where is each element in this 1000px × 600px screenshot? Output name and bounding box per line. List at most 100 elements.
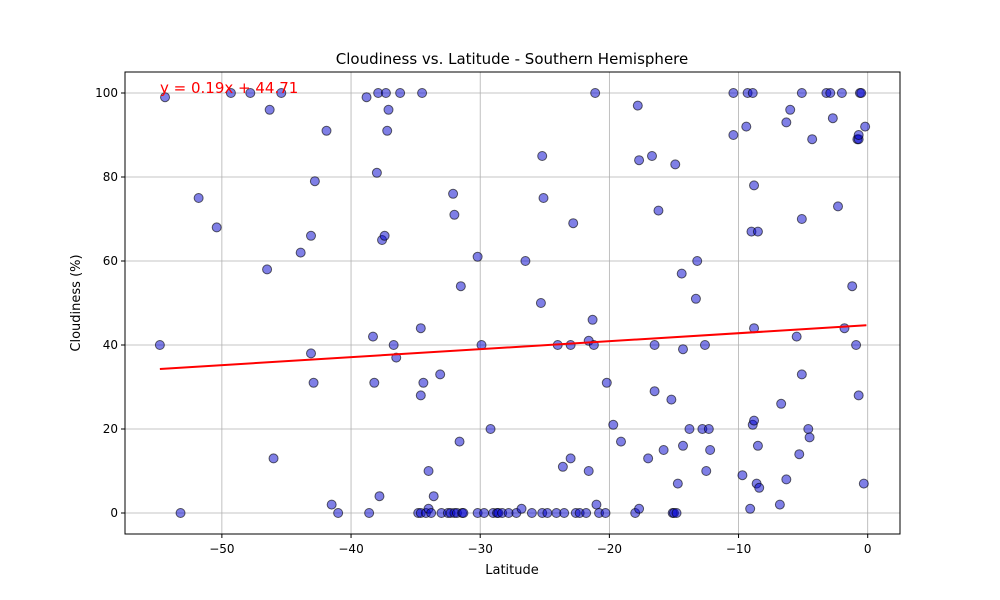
data-point bbox=[747, 88, 758, 98]
data-point bbox=[701, 466, 712, 476]
data-point bbox=[754, 482, 765, 493]
x-axis-ticks: −50 −40 −30 −20 −10 0 bbox=[209, 534, 872, 556]
data-point bbox=[193, 193, 204, 203]
grid-lines bbox=[125, 72, 900, 534]
data-point bbox=[565, 340, 576, 350]
data-point bbox=[435, 369, 446, 380]
data-point bbox=[699, 340, 710, 350]
y-tick-label: 80 bbox=[103, 170, 118, 184]
data-point bbox=[749, 415, 760, 426]
data-point bbox=[728, 130, 739, 140]
data-point bbox=[557, 461, 568, 472]
data-point bbox=[516, 503, 527, 514]
data-point bbox=[590, 88, 601, 98]
data-point bbox=[448, 188, 459, 199]
data-point bbox=[776, 398, 787, 409]
data-point bbox=[649, 340, 660, 350]
data-point bbox=[600, 508, 611, 518]
data-point bbox=[538, 193, 549, 203]
chart-title: Cloudiness vs. Latitude - Southern Hemis… bbox=[336, 50, 689, 68]
y-tick-label: 0 bbox=[110, 506, 118, 520]
data-point bbox=[383, 104, 394, 115]
data-point bbox=[807, 134, 818, 145]
data-point bbox=[591, 499, 602, 510]
data-point bbox=[737, 470, 748, 481]
data-point bbox=[616, 436, 626, 447]
data-point bbox=[703, 424, 714, 434]
data-point bbox=[643, 453, 654, 464]
data-point bbox=[175, 508, 186, 518]
data-point bbox=[745, 503, 756, 514]
data-point bbox=[371, 167, 382, 178]
data-point bbox=[649, 386, 660, 397]
data-point bbox=[796, 214, 807, 224]
x-axis-label: Latitude bbox=[485, 563, 539, 578]
data-point bbox=[380, 88, 391, 98]
data-point bbox=[608, 419, 619, 430]
y-axis-ticks: 0 20 40 60 80 100 bbox=[95, 86, 125, 520]
data-point bbox=[705, 445, 716, 455]
x-tick-label: −40 bbox=[338, 542, 363, 556]
y-tick-label: 20 bbox=[103, 422, 118, 436]
data-point bbox=[647, 151, 657, 161]
data-point bbox=[526, 508, 537, 518]
data-point bbox=[485, 424, 496, 434]
data-point bbox=[264, 104, 275, 115]
data-point bbox=[326, 499, 337, 510]
data-point bbox=[276, 88, 287, 98]
data-point bbox=[458, 508, 469, 518]
data-point bbox=[581, 508, 592, 518]
data-point bbox=[268, 453, 279, 464]
data-point bbox=[670, 159, 681, 170]
data-point bbox=[379, 230, 390, 241]
x-tick-label: −20 bbox=[597, 542, 622, 556]
data-point bbox=[653, 205, 664, 216]
data-point bbox=[856, 88, 867, 98]
data-point bbox=[415, 390, 426, 401]
data-point bbox=[634, 155, 645, 166]
data-point bbox=[160, 92, 171, 103]
data-point bbox=[321, 125, 332, 136]
data-point bbox=[154, 340, 165, 350]
regression-line bbox=[159, 324, 867, 370]
data-point bbox=[333, 508, 344, 518]
data-point bbox=[791, 331, 802, 342]
data-point bbox=[836, 88, 847, 98]
data-point bbox=[676, 268, 687, 279]
data-point bbox=[774, 499, 785, 510]
data-point bbox=[632, 100, 643, 111]
data-point bbox=[245, 88, 256, 98]
data-point bbox=[309, 176, 320, 187]
data-point bbox=[559, 508, 570, 518]
data-point bbox=[382, 125, 393, 136]
data-point bbox=[388, 340, 399, 350]
data-point bbox=[374, 491, 385, 502]
data-point bbox=[211, 222, 222, 233]
data-point bbox=[847, 281, 858, 292]
data-point bbox=[690, 293, 701, 304]
data-point bbox=[426, 508, 437, 518]
plot-frame bbox=[124, 71, 901, 535]
data-point bbox=[295, 247, 306, 258]
data-point bbox=[479, 508, 490, 518]
data-point bbox=[634, 503, 645, 514]
data-point bbox=[833, 201, 843, 212]
data-point bbox=[853, 130, 864, 140]
data-point bbox=[306, 348, 316, 359]
data-point bbox=[741, 121, 752, 132]
data-point bbox=[803, 424, 814, 434]
data-point bbox=[839, 323, 850, 334]
data-point bbox=[781, 474, 792, 485]
x-tick-label: −30 bbox=[468, 542, 493, 556]
data-point bbox=[415, 323, 426, 334]
x-tick-label: −10 bbox=[726, 542, 751, 556]
regression-line-group bbox=[159, 324, 867, 370]
data-point bbox=[794, 449, 805, 460]
data-point bbox=[601, 377, 612, 388]
data-point bbox=[796, 369, 807, 380]
data-point bbox=[454, 436, 465, 447]
data-point bbox=[395, 88, 406, 98]
data-point bbox=[658, 445, 669, 455]
data-point bbox=[417, 88, 428, 98]
